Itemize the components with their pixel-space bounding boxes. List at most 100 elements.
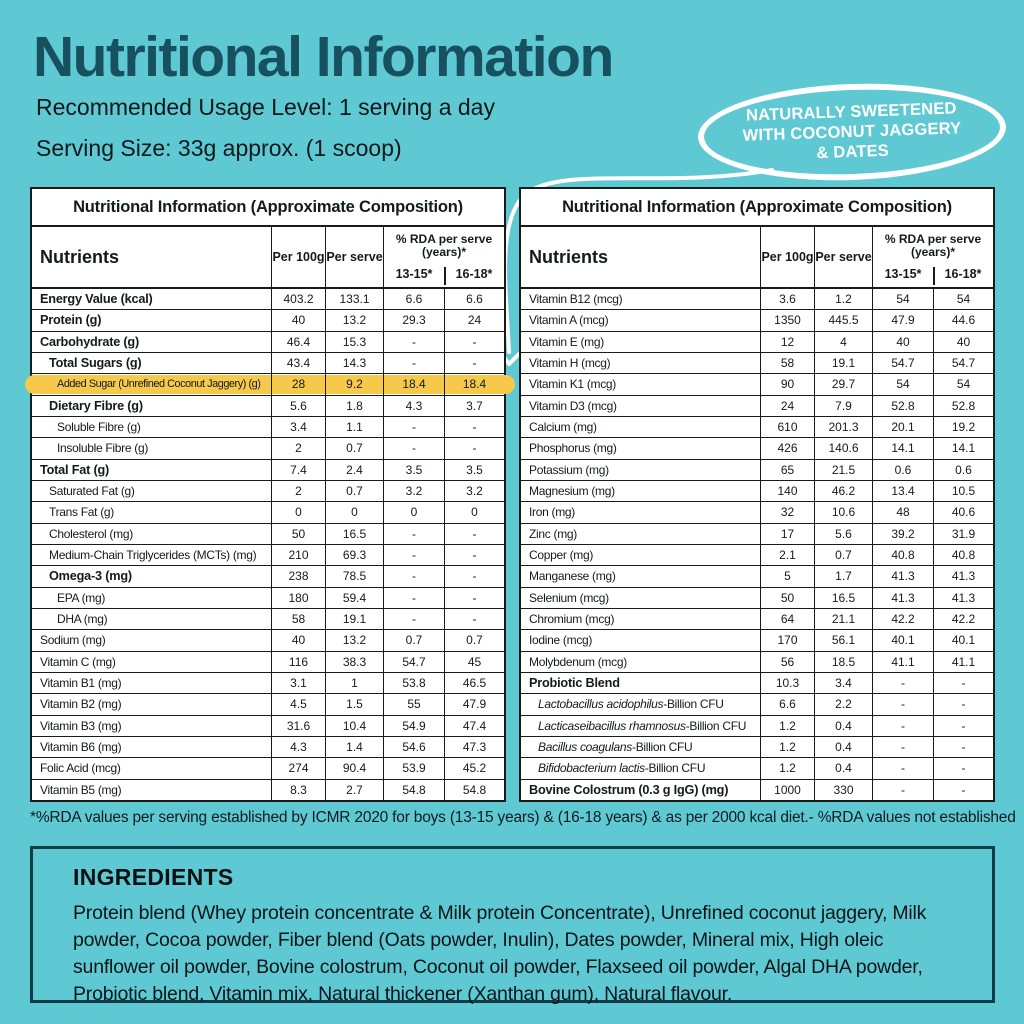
nutrient-value: - <box>383 416 444 438</box>
ingredients-box: INGREDIENTS Protein blend (Whey protein … <box>30 846 995 1005</box>
nutrient-value: 6.6 <box>444 289 504 310</box>
nutrient-value: 7.9 <box>814 395 872 416</box>
nutrient-value: 0.4 <box>814 736 872 758</box>
nutrient-value: 445.5 <box>814 310 872 331</box>
nutrient-value: 54.6 <box>383 736 444 758</box>
nutrient-value: 6.6 <box>383 289 444 310</box>
nutrient-value: 1000 <box>760 779 814 800</box>
table-row: Folic Acid (mcg) 274 90.4 53.9 45.2 <box>32 757 504 779</box>
nutrient-name: Insoluble Fibre (g) <box>57 441 149 456</box>
nutrient-value: 0.4 <box>814 715 872 736</box>
nutrient-value: 116 <box>271 651 325 672</box>
nutrient-value: 21.5 <box>814 459 872 480</box>
nutrient-name: Bifidobacterium lactis -Billion CFU <box>538 761 706 776</box>
table-row: Vitamin K1 (mcg) 90 29.7 54 54 <box>521 373 993 395</box>
nutrient-value: - <box>933 672 993 694</box>
nutrient-value: 3.2 <box>444 480 504 502</box>
column-header-nutrients: Nutrients <box>40 246 120 267</box>
table-row: Protein (g) 40 13.2 29.3 24 <box>32 309 504 331</box>
nutrient-name: Magnesium (mg) <box>529 484 615 499</box>
table-header: Nutrients Per 100g Per serve % RDA per s… <box>521 227 993 289</box>
nutrient-value: 31.9 <box>933 523 993 544</box>
nutrient-name: EPA (mg) <box>57 590 106 605</box>
nutrient-value: 24 <box>760 395 814 416</box>
nutrient-value: 50 <box>271 523 325 544</box>
nutrient-value: 17 <box>760 523 814 544</box>
nutrient-value: - <box>444 438 504 459</box>
nutrient-value: 39.2 <box>872 523 933 544</box>
nutrition-table-left: Nutritional Information (Approximate Com… <box>25 187 515 802</box>
nutrient-name: Energy Value (kcal) <box>40 292 153 307</box>
nutrient-value: 58 <box>760 352 814 374</box>
table-row: Vitamin D3 (mcg) 24 7.9 52.8 52.8 <box>521 394 993 416</box>
nutrient-value: 238 <box>271 566 325 587</box>
table-row: Carbohydrate (g) 46.4 15.3- - <box>32 330 504 352</box>
nutrient-value: - <box>872 694 933 715</box>
nutrient-value: 9.2 <box>325 374 383 395</box>
nutrient-value: 1.5 <box>325 694 383 715</box>
nutrient-name: Cholesterol (mg) <box>49 526 133 541</box>
nutrient-value: 13.2 <box>325 310 383 331</box>
nutrient-value: 54 <box>933 289 993 310</box>
nutrient-name: Carbohydrate (g) <box>40 334 140 349</box>
column-header-perserve: Per serve <box>814 227 872 287</box>
nutrient-value: - <box>383 566 444 587</box>
nutrient-value: 0.7 <box>325 438 383 459</box>
page-title: Nutritional Information <box>33 25 614 89</box>
table-row: Phosphorus (mg) 426 140.6 14.1 14.1 <box>521 437 993 459</box>
column-header-age-13-15: 13-15* <box>884 267 922 281</box>
table-row: Vitamin H (mcg) 58 19.1 54.7 54.7 <box>521 351 993 374</box>
nutrient-value: - <box>383 544 444 566</box>
nutrient-value: 0.7 <box>383 630 444 651</box>
usage-line: Recommended Usage Level: 1 serving a day <box>36 94 495 120</box>
nutrient-name: Vitamin H (mcg) <box>529 356 611 371</box>
nutrient-value: 4.3 <box>383 395 444 416</box>
nutrient-name: Dietary Fibre (g) <box>49 398 143 413</box>
nutrient-value: - <box>933 779 993 800</box>
nutrient-value: 3.6 <box>760 289 814 310</box>
nutrient-value: - <box>444 352 504 374</box>
table-header: Nutrients Per 100g Per serve % RDA per s… <box>32 227 504 289</box>
nutrient-value: 40.1 <box>933 630 993 651</box>
nutrient-value: 1.2 <box>814 289 872 310</box>
column-header-rda: % RDA per serve (years)* <box>884 231 982 259</box>
nutrient-name: Vitamin D3 (mcg) <box>529 398 617 413</box>
nutrient-value: 90 <box>760 374 814 395</box>
nutrient-name: Vitamin C (mg) <box>40 654 116 669</box>
table-row: Added Sugar (Unrefined Coconut Jaggery) … <box>25 373 515 395</box>
rda-footnote-dash: - %RDA values not established <box>808 809 1016 826</box>
table-title: Nutritional Information (Approximate Com… <box>521 189 993 227</box>
nutrient-value: - <box>872 715 933 736</box>
nutrient-value: 29.3 <box>383 310 444 331</box>
nutrient-value: 274 <box>271 758 325 779</box>
nutrient-value: 46.4 <box>271 331 325 352</box>
table-row: DHA (mg) 58 19.1- - <box>32 607 504 630</box>
nutrient-value: 426 <box>760 438 814 459</box>
nutrient-name: Protein (g) <box>40 313 102 328</box>
nutrient-value: 24 <box>444 310 504 331</box>
nutrient-name: Phosphorus (mg) <box>529 441 617 456</box>
nutrient-value: 56.1 <box>814 630 872 651</box>
nutrient-name: Bacillus coagulans -Billion CFU <box>538 740 693 755</box>
table-row: Bovine Colostrum (0.3 g IgG) (mg) 1000 330… <box>521 778 993 800</box>
nutrient-value: - <box>383 438 444 459</box>
nutrient-value: 54.7 <box>383 651 444 672</box>
nutrient-value: 41.3 <box>872 566 933 587</box>
table-row: Vitamin B5 (mg) 8.3 2.7 54.8 54.8 <box>32 778 504 800</box>
nutrient-value: 10.6 <box>814 502 872 523</box>
nutrient-value: 1.2 <box>760 715 814 736</box>
column-header-per100g: Per 100g <box>271 227 325 287</box>
nutrient-value: 54.8 <box>383 779 444 800</box>
nutrient-name: Added Sugar (Unrefined Coconut Jaggery) … <box>57 378 261 391</box>
rda-footnote: *%RDA values per serving established by … <box>30 809 1016 827</box>
nutrient-value: 201.3 <box>814 416 872 438</box>
nutrient-value: 32 <box>760 502 814 523</box>
nutrient-value: 1.4 <box>325 736 383 758</box>
badge-naturally-sweetened: NATURALLY SWEETENED WITH COCONUT JAGGERY… <box>696 78 1008 186</box>
nutrient-value: 14.1 <box>933 438 993 459</box>
nutrient-value: 40.1 <box>872 630 933 651</box>
nutrient-value: - <box>444 523 504 544</box>
nutrient-value: 19.1 <box>814 352 872 374</box>
nutrient-value: 40.6 <box>933 502 993 523</box>
table-row: Vitamin C (mg) 116 38.3 54.7 45 <box>32 650 504 672</box>
